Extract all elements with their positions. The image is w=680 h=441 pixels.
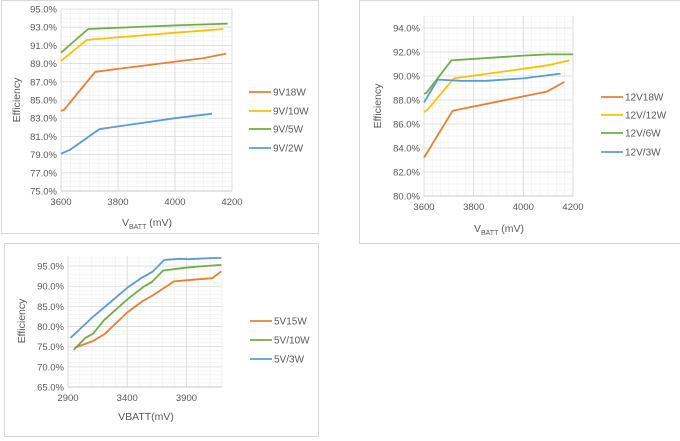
chart-2: 65.0% 70.0% 75.0% 80.0% 85.0% 90.0% 95.0% 2900 3… — [16, 256, 310, 423]
x-axis-title: VBATT(mV) — [118, 411, 174, 423]
x-tick-label: 3800 — [463, 202, 484, 213]
x-tick-label: 3600 — [50, 197, 71, 208]
legend-label: 9V18W — [273, 88, 306, 99]
x-tick-label: 4000 — [164, 197, 185, 208]
x-axis-title: VBATT (mV) — [474, 223, 524, 237]
y-tick-label: 79.0% — [30, 150, 57, 161]
x-tick-label: 3800 — [107, 197, 128, 208]
series-line-5V15W — [74, 270, 222, 349]
y-tick-label: 90.0% — [393, 72, 420, 83]
series-line-9V/2W — [60, 112, 213, 155]
x-tick-label: 4200 — [221, 197, 242, 208]
chart-1: 80.0% 82.0% 84.0% 86.0% 88.0% 90.0% 92.0% 94.0%… — [372, 15, 667, 237]
series-line-9V/5W — [60, 22, 228, 54]
y-tick-label: 91.0% — [30, 41, 57, 52]
y-tick-label: 77.0% — [30, 168, 57, 179]
legend-label: 9V/2W — [273, 144, 304, 155]
legend-label: 12V/6W — [625, 129, 661, 140]
x-tick-label: 3400 — [117, 393, 138, 404]
x-tick-label: 2900 — [57, 393, 78, 404]
y-tick-label: 95.0% — [37, 262, 64, 273]
series-line-12V18W — [423, 81, 565, 159]
series-line-9V/10W — [60, 28, 224, 62]
legend-label: 12V18W — [625, 93, 664, 104]
legend-label: 9V/5W — [273, 125, 304, 136]
chart-frame-12v — [359, 0, 680, 244]
y-tick-label: 87.0% — [30, 77, 57, 88]
y-tick-label: 85.0% — [37, 302, 64, 313]
x-tick-label: 3900 — [176, 393, 197, 404]
series-line-5V/3W — [69, 257, 222, 339]
y-tick-label: 86.0% — [393, 120, 420, 131]
x-axis-title-main: V — [474, 223, 481, 235]
y-axis-title: Efficiency — [372, 83, 384, 128]
y-tick-label: 80.0% — [393, 192, 420, 203]
y-tick-label: 75.0% — [30, 187, 57, 198]
x-axis-title-main: V — [122, 217, 129, 229]
series-line-12V/3W — [423, 72, 561, 103]
y-tick-label: 75.0% — [37, 342, 64, 353]
y-tick-label: 89.0% — [30, 59, 57, 70]
y-axis-title: Efficiency — [16, 298, 28, 343]
y-tick-label: 90.0% — [37, 282, 64, 293]
legend-label: 5V/10W — [274, 336, 310, 347]
legend-label: 12V/12W — [625, 111, 667, 122]
x-axis-title-unit: (mV) — [498, 223, 524, 235]
x-axis-title-subscript: BATT — [129, 224, 147, 231]
y-tick-label: 88.0% — [393, 96, 420, 107]
chart-frame-9v — [1, 0, 319, 234]
series-line-12V/12W — [423, 59, 570, 113]
y-tick-label: 85.0% — [30, 96, 57, 107]
series-line-9V18W — [60, 52, 227, 112]
series-line-12V/6W — [423, 53, 573, 95]
y-tick-label: 94.0% — [393, 24, 420, 35]
x-axis-title-unit: (mV) — [146, 217, 172, 229]
legend-label: 12V/3W — [625, 148, 661, 159]
legend-label: 9V/10W — [273, 107, 309, 118]
y-tick-label: 82.0% — [393, 168, 420, 179]
x-axis-title: VBATT (mV) — [122, 217, 172, 231]
y-tick-label: 83.0% — [30, 114, 57, 125]
x-tick-label: 3600 — [413, 202, 434, 213]
legend-label: 5V/3W — [274, 355, 305, 366]
y-tick-label: 84.0% — [393, 144, 420, 155]
y-tick-label: 70.0% — [37, 362, 64, 373]
chart-0: 75.0% 77.0% 79.0% 81.0% 83.0% 85.0% 87.0% 89.0%… — [11, 5, 309, 232]
legend-label: 5V15W — [274, 317, 307, 328]
y-tick-label: 93.0% — [30, 23, 57, 34]
y-tick-label: 81.0% — [30, 132, 57, 143]
y-axis-title: Efficiency — [11, 77, 23, 122]
y-tick-label: 95.0% — [30, 5, 57, 16]
x-axis-title-main: VBATT(mV) — [118, 411, 174, 423]
y-tick-label: 65.0% — [37, 383, 64, 394]
y-tick-label: 80.0% — [37, 322, 64, 333]
x-axis-title-subscript: BATT — [481, 230, 499, 237]
x-tick-label: 4200 — [562, 202, 583, 213]
series-line-5V/10W — [73, 264, 222, 351]
x-tick-label: 4000 — [513, 202, 534, 213]
y-tick-label: 92.0% — [393, 48, 420, 59]
